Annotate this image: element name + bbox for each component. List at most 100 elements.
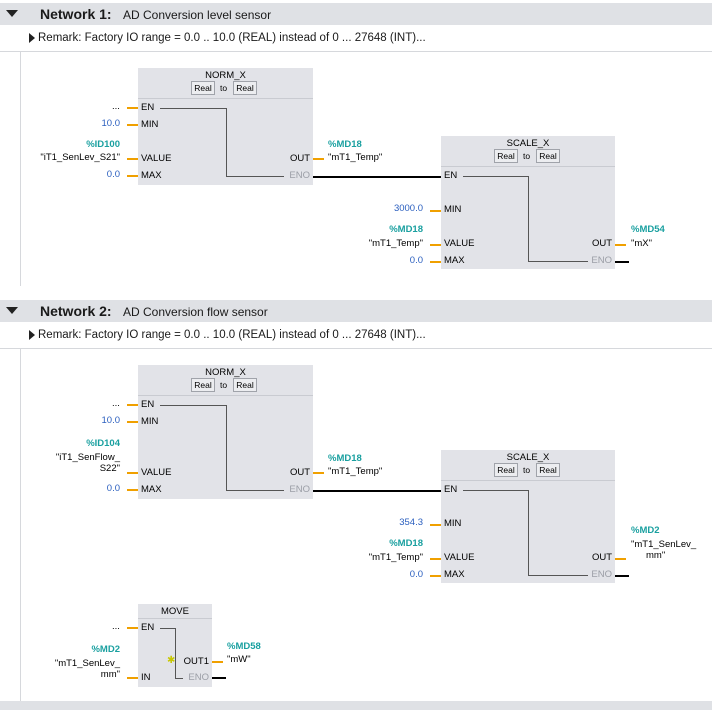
scale-x-block[interactable]: SCALE_X Real to Real EN MIN VALUE MAX OU…	[441, 450, 615, 583]
network3-header[interactable]	[0, 701, 712, 710]
en-eno-wire	[528, 575, 588, 576]
pin-eno: ENO	[289, 170, 310, 181]
en-eno-wire	[226, 176, 284, 177]
block-name: MOVE	[161, 606, 189, 617]
type-from-selector[interactable]: Real	[494, 463, 518, 477]
pin-value: VALUE	[141, 153, 172, 164]
out-symbol[interactable]: "mT1_Temp"	[328, 466, 383, 477]
type-to-label: to	[523, 465, 531, 475]
min-constant[interactable]: 10.0	[101, 415, 121, 426]
out-symbol[interactable]: mm"	[646, 550, 666, 561]
pin-en: EN	[444, 484, 458, 495]
min-constant[interactable]: 354.3	[399, 517, 423, 528]
pin-out: OUT	[289, 153, 310, 164]
out-address[interactable]: %MD54	[631, 224, 665, 235]
out-symbol[interactable]: "mW"	[227, 654, 251, 665]
min-constant[interactable]: 3000.0	[393, 203, 423, 214]
en-input-placeholder[interactable]: ...	[112, 101, 120, 112]
in-symbol[interactable]: "mT1_SenLev_	[54, 658, 120, 669]
expand-arrow-icon[interactable]	[29, 33, 35, 43]
type-from-selector[interactable]: Real	[494, 149, 518, 163]
out-symbol[interactable]: "mX"	[631, 238, 652, 249]
block-header-separator	[441, 166, 615, 167]
pin-stub	[430, 261, 441, 263]
pin-stub	[127, 124, 138, 126]
min-constant[interactable]: 10.0	[101, 118, 121, 129]
out-symbol[interactable]: "mT1_SenLev_	[631, 539, 697, 550]
value-symbol[interactable]: "iT1_SenLev_S21"	[40, 152, 120, 163]
out-address[interactable]: %MD18	[328, 139, 362, 150]
pin-stub	[127, 472, 138, 474]
pin-eno: ENO	[289, 484, 310, 495]
collapse-triangle-icon[interactable]	[6, 10, 18, 17]
network1-remark[interactable]: Remark: Factory IO range = 0.0 .. 10.0 (…	[0, 27, 712, 52]
en-input-placeholder[interactable]: ...	[112, 398, 120, 409]
pin-stub	[212, 661, 223, 663]
network-title[interactable]: AD Conversion flow sensor	[123, 305, 268, 319]
pin-stub	[127, 107, 138, 109]
pin-in: IN	[141, 672, 151, 683]
expand-arrow-icon[interactable]	[29, 330, 35, 340]
network-title[interactable]: AD Conversion level sensor	[123, 8, 272, 22]
value-address[interactable]: %MD18	[389, 538, 423, 549]
max-constant[interactable]: 0.0	[106, 169, 120, 180]
collapse-triangle-icon[interactable]	[6, 307, 18, 314]
en-eno-wire	[160, 628, 175, 629]
pin-min: MIN	[444, 518, 462, 529]
scale-x-block[interactable]: SCALE_X Real to Real EN MIN VALUE MAX OU…	[441, 136, 615, 269]
pin-stub	[127, 421, 138, 423]
eno-to-en-connection	[313, 490, 441, 492]
value-address[interactable]: %MD18	[389, 224, 423, 235]
block-name: SCALE_X	[506, 452, 550, 463]
value-address[interactable]: %ID104	[86, 438, 120, 449]
in-address[interactable]: %MD2	[91, 644, 120, 655]
network2-remark[interactable]: Remark: Factory IO range = 0.0 .. 10.0 (…	[0, 324, 712, 349]
type-from-selector[interactable]: Real	[191, 81, 215, 95]
pin-min: MIN	[141, 119, 159, 130]
eno-to-en-connection	[313, 176, 441, 178]
type-target-selector[interactable]: Real	[536, 149, 560, 163]
pin-en: EN	[141, 622, 155, 633]
pin-stub	[430, 210, 441, 212]
block-name: NORM_X	[205, 70, 246, 81]
out-address[interactable]: %MD58	[227, 641, 261, 652]
type-target-selector[interactable]: Real	[536, 463, 560, 477]
network1-header[interactable]: Network 1: AD Conversion level sensor	[0, 3, 712, 25]
network-left-border	[20, 349, 21, 701]
en-eno-wire	[226, 405, 227, 490]
remark-text: Remark: Factory IO range = 0.0 .. 10.0 (…	[38, 32, 426, 44]
max-constant[interactable]: 0.0	[409, 569, 423, 580]
out-address[interactable]: %MD18	[328, 453, 362, 464]
type-target-selector[interactable]: Real	[233, 378, 257, 392]
norm-x-block[interactable]: NORM_X Real to Real EN MIN VALUE MAX OUT…	[138, 365, 313, 499]
value-symbol[interactable]: S22"	[99, 463, 120, 474]
pin-stub	[430, 244, 441, 246]
pin-stub	[127, 489, 138, 491]
move-block[interactable]: MOVE EN IN OUT1 ENO ✱	[138, 604, 212, 687]
in-symbol[interactable]: mm"	[100, 669, 120, 680]
en-eno-wire	[463, 490, 528, 491]
value-symbol[interactable]: "iT1_SenFlow_	[55, 452, 120, 463]
out-address[interactable]: %MD2	[631, 525, 660, 536]
pin-min: MIN	[141, 416, 159, 427]
pin-stub	[127, 404, 138, 406]
max-constant[interactable]: 0.0	[106, 483, 120, 494]
norm-x-block[interactable]: NORM_X Real to Real EN MIN VALUE MAX OUT…	[138, 68, 313, 185]
type-from-selector[interactable]: Real	[191, 378, 215, 392]
en-input-placeholder[interactable]: ...	[112, 621, 120, 632]
pin-max: MAX	[141, 484, 162, 495]
pin-stub	[430, 558, 441, 560]
type-target-selector[interactable]: Real	[233, 81, 257, 95]
value-address[interactable]: %ID100	[86, 139, 120, 150]
out-symbol[interactable]: "mT1_Temp"	[328, 152, 383, 163]
block-header-separator	[138, 618, 212, 619]
pin-value: VALUE	[141, 467, 172, 478]
value-symbol[interactable]: "mT1_Temp"	[368, 238, 423, 249]
pin-stub	[615, 261, 629, 263]
pin-stub	[313, 472, 324, 474]
network2-header[interactable]: Network 2: AD Conversion flow sensor	[0, 300, 712, 322]
pin-eno: ENO	[591, 569, 612, 580]
pin-stub	[127, 158, 138, 160]
max-constant[interactable]: 0.0	[409, 255, 423, 266]
value-symbol[interactable]: "mT1_Temp"	[368, 552, 423, 563]
